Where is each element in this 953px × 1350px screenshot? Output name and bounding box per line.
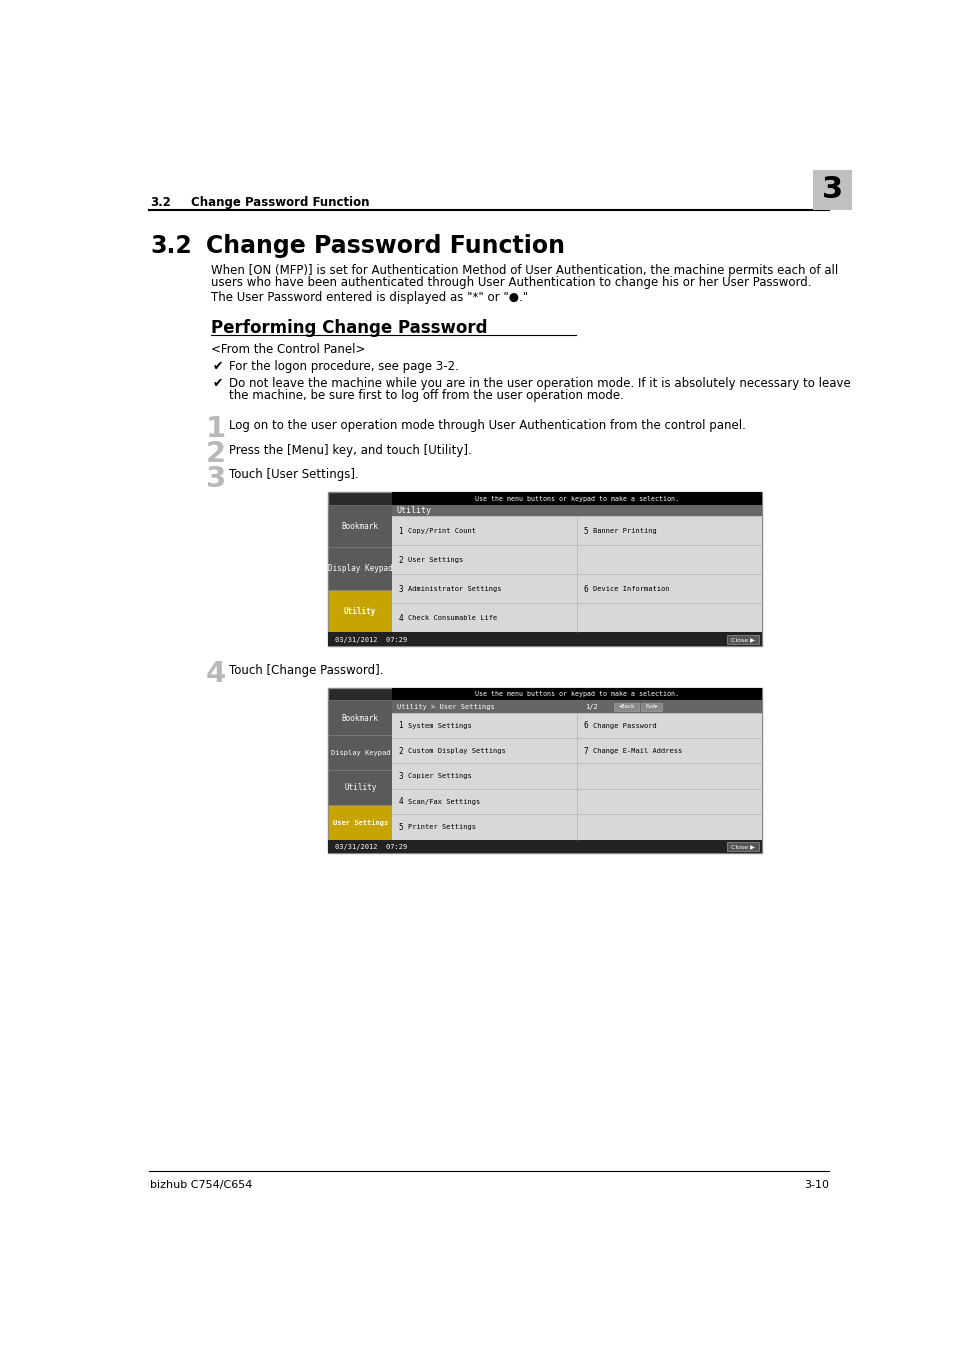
Bar [328,493,761,647]
Text: 3.2: 3.2 [150,196,171,208]
Text: ◄Back: ◄Back [618,705,634,709]
Bar [392,713,761,840]
Text: Close ▶: Close ▶ [730,637,754,641]
Text: Change Password: Change Password [592,722,656,729]
Bar [392,516,761,632]
Text: 3: 3 [397,585,402,594]
Text: 2: 2 [397,556,402,564]
Text: Touch [Change Password].: Touch [Change Password]. [229,664,383,678]
Text: Utility: Utility [344,783,376,792]
Text: 1/2: 1/2 [584,703,597,710]
Text: 7: 7 [583,747,587,756]
Text: 1: 1 [206,416,226,443]
Text: 3: 3 [206,464,226,493]
Text: Utility: Utility [396,506,432,516]
Text: For the logon procedure, see page 3-2.: For the logon procedure, see page 3-2. [229,360,458,373]
Text: Fwd►: Fwd► [644,705,658,709]
Text: Bookmark: Bookmark [341,522,378,531]
Text: User Settings: User Settings [407,558,462,563]
Bar [328,688,761,853]
Bar [328,547,392,590]
Bar [328,701,392,734]
Text: 3: 3 [397,772,402,780]
Text: 4: 4 [397,798,402,806]
Text: Copy/Print Count: Copy/Print Count [407,528,475,535]
Text: 5: 5 [397,822,402,832]
Text: 3: 3 [821,176,841,204]
Bar [392,688,761,701]
Bar [640,702,661,711]
Text: Printer Settings: Printer Settings [407,825,475,830]
Text: Do not leave the machine while you are in the user operation mode. If it is abso: Do not leave the machine while you are i… [229,377,850,390]
Text: Utility: Utility [344,608,376,616]
Text: Bookmark: Bookmark [341,714,378,722]
Text: <From the Control Panel>: <From the Control Panel> [211,343,365,356]
Bar [392,505,761,516]
Text: Log on to the user operation mode through User Authentication from the control p: Log on to the user operation mode throug… [229,420,745,432]
Bar [328,632,761,647]
Text: Change Password Function: Change Password Function [206,235,564,258]
Text: 2: 2 [206,440,226,468]
Text: Banner Printing: Banner Printing [592,528,656,535]
Text: 3.2: 3.2 [150,235,192,258]
Text: Press the [Menu] key, and touch [Utility].: Press the [Menu] key, and touch [Utility… [229,444,472,456]
Bar [328,734,392,770]
Bar [812,170,851,209]
Text: 1: 1 [397,526,402,536]
Bar [614,702,639,711]
Bar [328,769,392,805]
Text: Administrator Settings: Administrator Settings [407,586,500,593]
Text: bizhub C754/C654: bizhub C754/C654 [150,1180,253,1189]
Bar [726,634,759,644]
Text: ✔: ✔ [212,360,222,373]
Bar [392,701,761,713]
Text: Touch [User Settings].: Touch [User Settings]. [229,468,358,482]
Text: 6: 6 [583,585,587,594]
Text: Use the menu buttons or keypad to make a selection.: Use the menu buttons or keypad to make a… [475,495,679,502]
Text: 6: 6 [583,721,587,730]
Bar [328,805,392,840]
Text: Copier Settings: Copier Settings [407,774,471,779]
Bar [328,505,392,547]
Text: System Settings: System Settings [407,722,471,729]
Text: User Settings: User Settings [333,819,388,826]
Text: When [ON (MFP)] is set for Authentication Method of User Authentication, the mac: When [ON (MFP)] is set for Authenticatio… [211,263,837,277]
Text: 03/31/2012  07:29: 03/31/2012 07:29 [335,637,407,643]
Text: Display Keypad: Display Keypad [330,749,390,756]
Bar [328,590,392,632]
Bar [328,840,761,853]
Text: 03/31/2012  07:29: 03/31/2012 07:29 [335,844,407,850]
Text: 5: 5 [583,526,587,536]
Text: Device Information: Device Information [592,586,669,593]
Text: the machine, be sure first to log off from the user operation mode.: the machine, be sure first to log off fr… [229,389,623,402]
Text: 2: 2 [397,747,402,756]
Text: 4: 4 [397,614,402,622]
Text: Change E-Mail Address: Change E-Mail Address [592,748,681,755]
Text: Change Password Function: Change Password Function [191,196,369,208]
Text: Display Keypad: Display Keypad [328,564,393,574]
Text: ✔: ✔ [212,377,222,390]
Text: Utility > User Settings: Utility > User Settings [396,703,494,710]
Text: users who have been authenticated through User Authentication to change his or h: users who have been authenticated throug… [211,275,810,289]
Text: Custom Display Settings: Custom Display Settings [407,748,505,755]
Text: The User Password entered is displayed as "*" or "●.": The User Password entered is displayed a… [211,292,527,304]
Bar [726,842,759,850]
Bar [392,493,761,505]
Text: Close ▶: Close ▶ [730,844,754,849]
Text: 3-10: 3-10 [803,1180,828,1189]
Text: 1: 1 [397,721,402,730]
Text: 4: 4 [206,660,226,688]
Text: Scan/Fax Settings: Scan/Fax Settings [407,799,479,805]
Text: Performing Change Password: Performing Change Password [211,319,487,338]
Text: Use the menu buttons or keypad to make a selection.: Use the menu buttons or keypad to make a… [475,691,679,698]
Text: Check Consumable Life: Check Consumable Life [407,616,497,621]
